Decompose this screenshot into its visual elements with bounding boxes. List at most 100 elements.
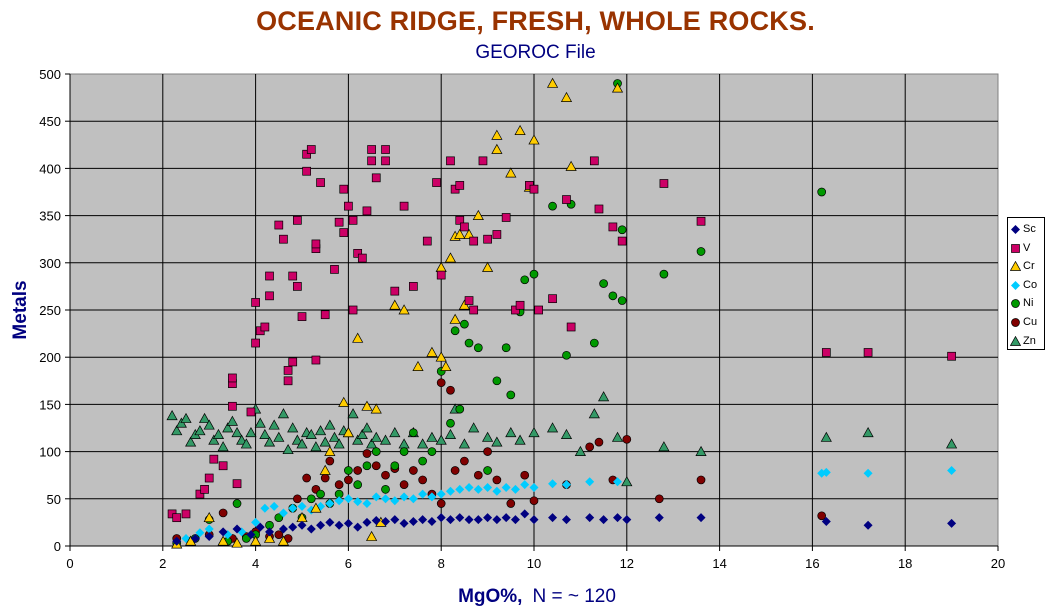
data-point-co xyxy=(510,484,520,494)
data-point-zn xyxy=(482,431,494,442)
x-tick-label: 18 xyxy=(898,556,912,571)
data-point-cr xyxy=(482,261,494,272)
data-point-cu xyxy=(320,473,330,483)
x-axis-note: N = ~ 120 xyxy=(532,586,615,607)
data-point-v xyxy=(260,322,270,332)
data-point-v xyxy=(279,234,288,244)
legend-swatch xyxy=(1011,225,1020,234)
data-point-cr xyxy=(277,535,290,546)
data-point-cu xyxy=(585,442,595,452)
data-points xyxy=(166,77,958,549)
data-point-v xyxy=(432,178,441,187)
data-point-zn xyxy=(361,422,373,433)
data-point-ni xyxy=(659,269,669,279)
data-point-sc xyxy=(622,515,632,525)
legend-item-v: V xyxy=(1010,240,1044,256)
data-point-co xyxy=(390,496,400,506)
data-point-zn xyxy=(389,426,401,438)
data-point-co xyxy=(464,482,474,492)
data-point-co xyxy=(947,465,957,475)
data-point-cu xyxy=(460,456,469,466)
data-point-v xyxy=(228,373,237,383)
data-point-cu xyxy=(506,499,516,508)
data-point-v xyxy=(863,348,873,357)
data-point-cr xyxy=(231,537,243,548)
data-point-v xyxy=(297,312,307,321)
legend-item-ni: Ni xyxy=(1010,295,1044,311)
data-point-cr xyxy=(389,299,401,310)
data-point-ni xyxy=(548,201,557,211)
data-point-v xyxy=(367,145,376,154)
data-point-zn xyxy=(491,436,503,447)
data-point-zn xyxy=(287,422,299,433)
data-point-v xyxy=(274,220,284,230)
data-point-cr xyxy=(528,134,540,145)
data-point-cu xyxy=(529,496,539,506)
data-point-ni xyxy=(617,296,627,305)
data-point-co xyxy=(613,477,623,487)
data-point-co xyxy=(371,492,381,502)
data-point-v xyxy=(172,513,182,523)
data-point-v xyxy=(348,305,358,315)
data-point-ni xyxy=(483,466,492,475)
data-point-cr xyxy=(560,91,573,102)
data-point-sc xyxy=(390,515,400,525)
data-point-co xyxy=(436,489,446,499)
data-point-ni xyxy=(381,485,390,494)
data-point-v xyxy=(608,222,618,232)
data-point-v xyxy=(460,222,469,232)
data-point-ni xyxy=(450,326,460,336)
x-tick-label: 12 xyxy=(620,556,634,571)
legend-label: V xyxy=(1023,241,1031,254)
data-point-v xyxy=(390,286,400,296)
data-point-cr xyxy=(324,445,336,456)
data-point-sc xyxy=(418,515,428,525)
data-point-co xyxy=(325,499,335,509)
data-point-sc xyxy=(172,536,182,546)
data-point-v xyxy=(311,239,321,249)
data-point-ni xyxy=(473,343,483,353)
data-point-co xyxy=(427,492,437,502)
data-point-ni xyxy=(409,428,418,438)
data-point-co xyxy=(501,482,511,492)
data-point-zn xyxy=(222,422,234,433)
data-point-v xyxy=(478,156,488,166)
data-point-v xyxy=(469,305,479,315)
data-point-v xyxy=(232,479,242,489)
data-point-co xyxy=(418,489,428,499)
data-point-sc xyxy=(455,513,465,523)
x-tick-label: 14 xyxy=(712,556,726,571)
data-point-v xyxy=(371,173,381,183)
data-point-sc xyxy=(353,522,363,532)
data-point-v xyxy=(265,291,274,301)
data-point-cr xyxy=(514,124,526,135)
data-point-v xyxy=(288,357,298,367)
data-point-v xyxy=(455,181,465,190)
data-point-v xyxy=(283,376,293,386)
data-point-sc xyxy=(325,517,335,527)
data-point-cu xyxy=(483,447,492,456)
data-point-sc xyxy=(520,509,530,519)
data-point-sc xyxy=(613,513,623,523)
data-point-sc xyxy=(654,513,664,523)
data-point-zn xyxy=(240,438,252,449)
data-point-cu xyxy=(334,480,344,489)
data-point-cu xyxy=(418,475,427,485)
data-point-v xyxy=(501,213,511,222)
data-point-v xyxy=(455,215,465,225)
data-point-cr xyxy=(319,464,331,475)
data-point-cu xyxy=(362,449,372,458)
data-point-sc xyxy=(399,518,409,528)
data-point-sc xyxy=(255,522,265,532)
legend-marker-co xyxy=(1011,280,1020,290)
y-tick-label: 250 xyxy=(39,303,61,318)
chart-title: OCEANIC RIDGE, FRESH, WHOLE ROCKS. xyxy=(256,6,815,36)
data-point-cu xyxy=(218,508,228,518)
data-point-zn xyxy=(435,434,447,445)
data-point-v xyxy=(330,265,339,274)
data-point-v xyxy=(529,184,539,194)
data-point-ni xyxy=(529,269,539,279)
legend-marker-cr xyxy=(1010,261,1021,272)
data-point-v xyxy=(311,355,321,365)
data-point-v xyxy=(821,348,831,357)
